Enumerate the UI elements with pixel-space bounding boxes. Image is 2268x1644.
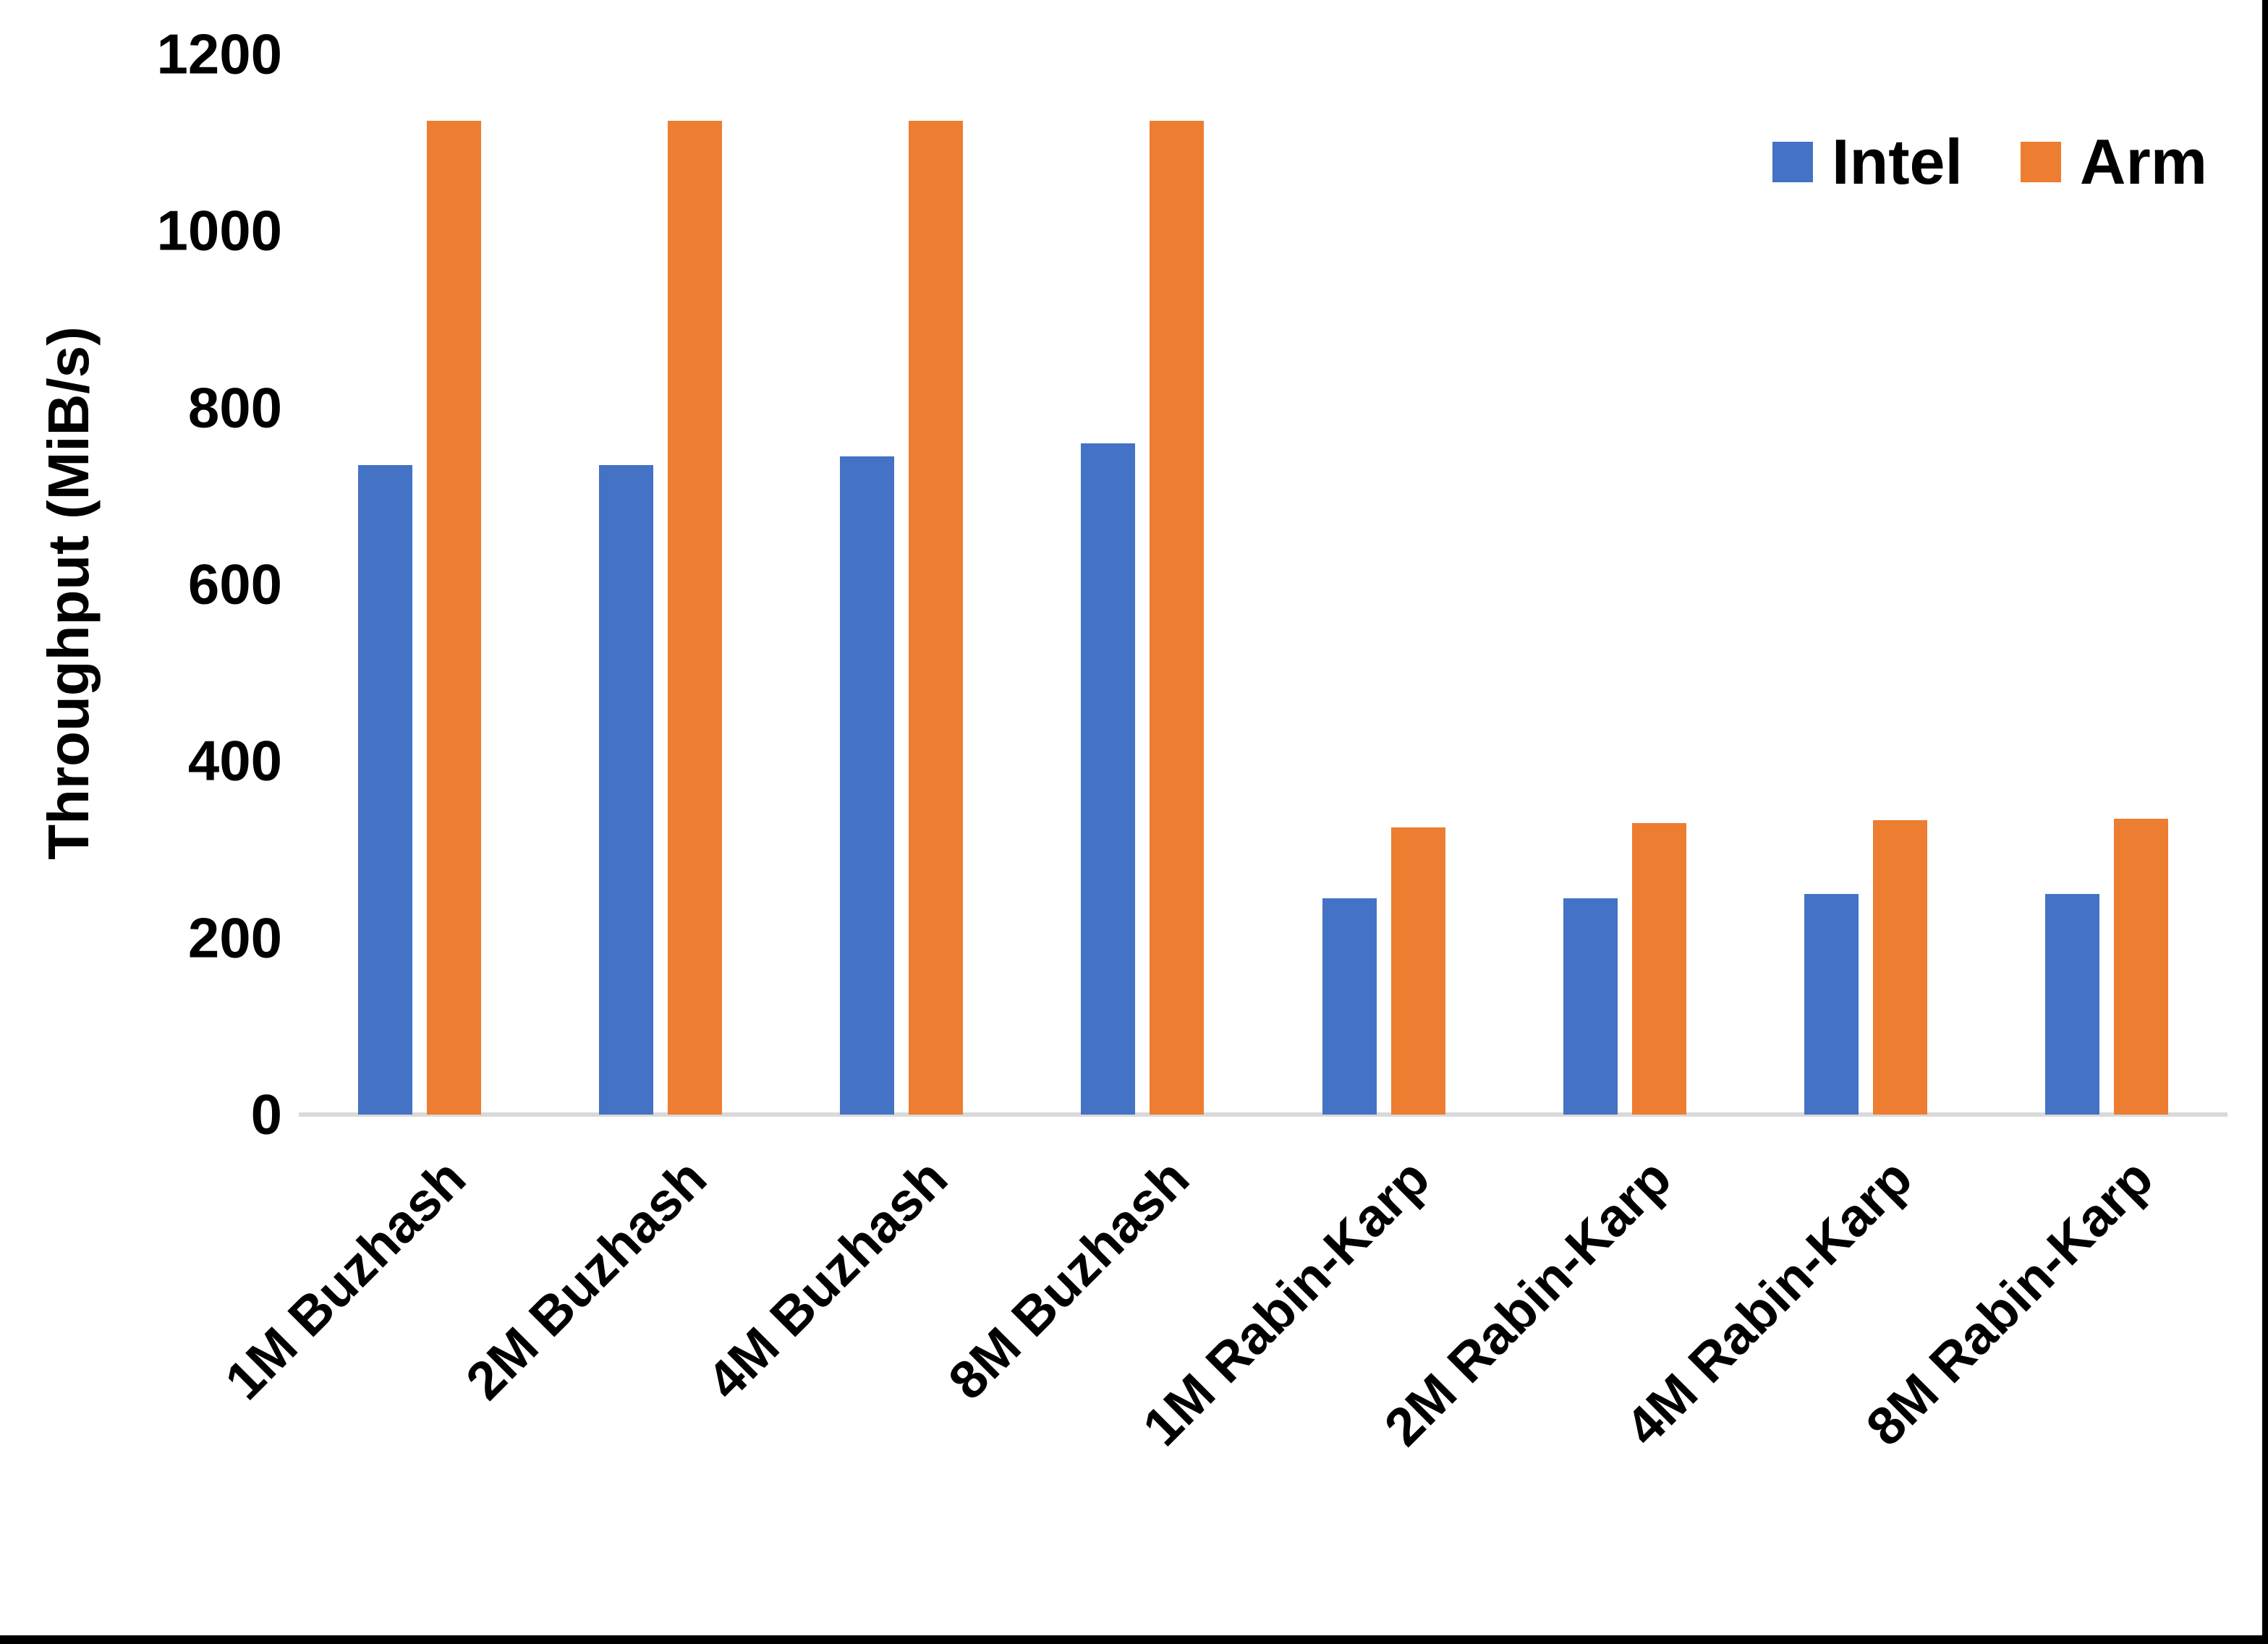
bar-intel-8m-rabin-karp — [2045, 893, 2100, 1115]
bar-group-1m-buzhash — [299, 54, 540, 1115]
x-category-label-8m-rabin-karp: 8M Rabin-Karp — [1854, 1147, 2165, 1457]
bar-intel-8m-buzhash — [1081, 443, 1136, 1115]
chart-legend: Intel Arm — [1772, 130, 2207, 194]
y-tick-label-1000: 1000 — [156, 198, 282, 263]
x-category-label-2m-buzhash: 2M Buzhash — [454, 1147, 718, 1411]
legend-label-intel: Intel — [1832, 126, 1963, 197]
bar-intel-4m-buzhash — [840, 456, 895, 1115]
bar-intel-1m-rabin-karp — [1322, 898, 1377, 1115]
y-tick-label-1200: 1200 — [156, 22, 282, 86]
bar-arm-8m-rabin-karp — [2114, 818, 2169, 1115]
bar-arm-8m-buzhash — [1150, 120, 1205, 1115]
x-category-label-4m-rabin-karp: 4M Rabin-Karp — [1613, 1147, 1924, 1457]
legend-swatch-intel — [1772, 142, 1813, 182]
x-axis-line — [299, 1112, 2227, 1117]
y-tick-label-0: 0 — [250, 1082, 282, 1146]
bar-group-8m-buzhash — [1022, 54, 1263, 1115]
legend-label-arm: Arm — [2079, 126, 2207, 197]
bar-intel-1m-buzhash — [357, 465, 412, 1115]
bar-group-2m-rabin-karp — [1504, 54, 1745, 1115]
bar-intel-4m-rabin-karp — [1804, 893, 1859, 1115]
legend-item-intel: Intel — [1772, 130, 1963, 194]
bar-group-4m-buzhash — [781, 54, 1022, 1115]
x-category-label-1m-rabin-karp: 1M Rabin-Karp — [1131, 1147, 1442, 1457]
window-bottom-border — [0, 1635, 2268, 1644]
window-right-border — [2262, 0, 2268, 1644]
y-tick-label-400: 400 — [187, 728, 282, 793]
bar-arm-2m-buzhash — [667, 120, 722, 1115]
bar-arm-1m-rabin-karp — [1390, 827, 1445, 1115]
plot-area — [299, 54, 2227, 1117]
bar-group-1m-rabin-karp — [1263, 54, 1504, 1115]
bar-group-2m-buzhash — [540, 54, 781, 1115]
y-axis-tick-labels: 0 200 400 600 800 1000 1200 — [0, 0, 282, 1644]
bar-group-8m-rabin-karp — [1987, 54, 2227, 1115]
bar-arm-2m-rabin-karp — [1631, 822, 1686, 1115]
bar-arm-4m-buzhash — [909, 120, 964, 1115]
y-tick-label-200: 200 — [187, 906, 282, 970]
y-tick-label-600: 600 — [187, 552, 282, 616]
bar-group-4m-rabin-karp — [1746, 54, 1987, 1115]
x-category-label-2m-rabin-karp: 2M Rabin-Karp — [1372, 1147, 1683, 1457]
x-category-label-4m-buzhash: 4M Buzhash — [695, 1147, 959, 1411]
bar-arm-1m-buzhash — [426, 120, 481, 1115]
bar-arm-4m-rabin-karp — [1873, 820, 1928, 1115]
x-category-label-8m-buzhash: 8M Buzhash — [936, 1147, 1200, 1411]
bar-intel-2m-buzhash — [598, 465, 653, 1115]
y-tick-label-800: 800 — [187, 375, 282, 440]
bar-intel-2m-rabin-karp — [1563, 898, 1618, 1115]
legend-item-arm: Arm — [2020, 126, 2207, 197]
legend-swatch-arm — [2020, 142, 2061, 182]
